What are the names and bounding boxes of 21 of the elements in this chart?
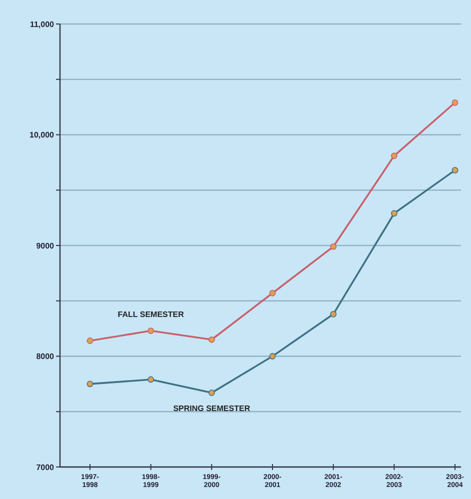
point (148, 328, 154, 334)
point (208, 390, 215, 396)
y-tick-label: 7000 (36, 462, 55, 472)
point (452, 99, 458, 106)
point (452, 166, 458, 174)
series-label: SPRING SEMESTER (173, 404, 250, 413)
y-tick-label: 11,000 (30, 20, 55, 29)
point (86, 380, 94, 388)
point (269, 353, 276, 360)
y-tick-label: 8000 (36, 352, 55, 362)
series-label: FALL SEMESTER (118, 310, 184, 319)
point (390, 210, 398, 217)
point (148, 376, 154, 383)
point (390, 152, 398, 159)
point (330, 310, 337, 318)
point (330, 243, 337, 250)
y-tick-label: 9000 (36, 241, 55, 250)
point (86, 338, 94, 344)
point (208, 336, 215, 343)
point (269, 290, 276, 296)
y-tick-label: 10,000 (30, 130, 55, 140)
